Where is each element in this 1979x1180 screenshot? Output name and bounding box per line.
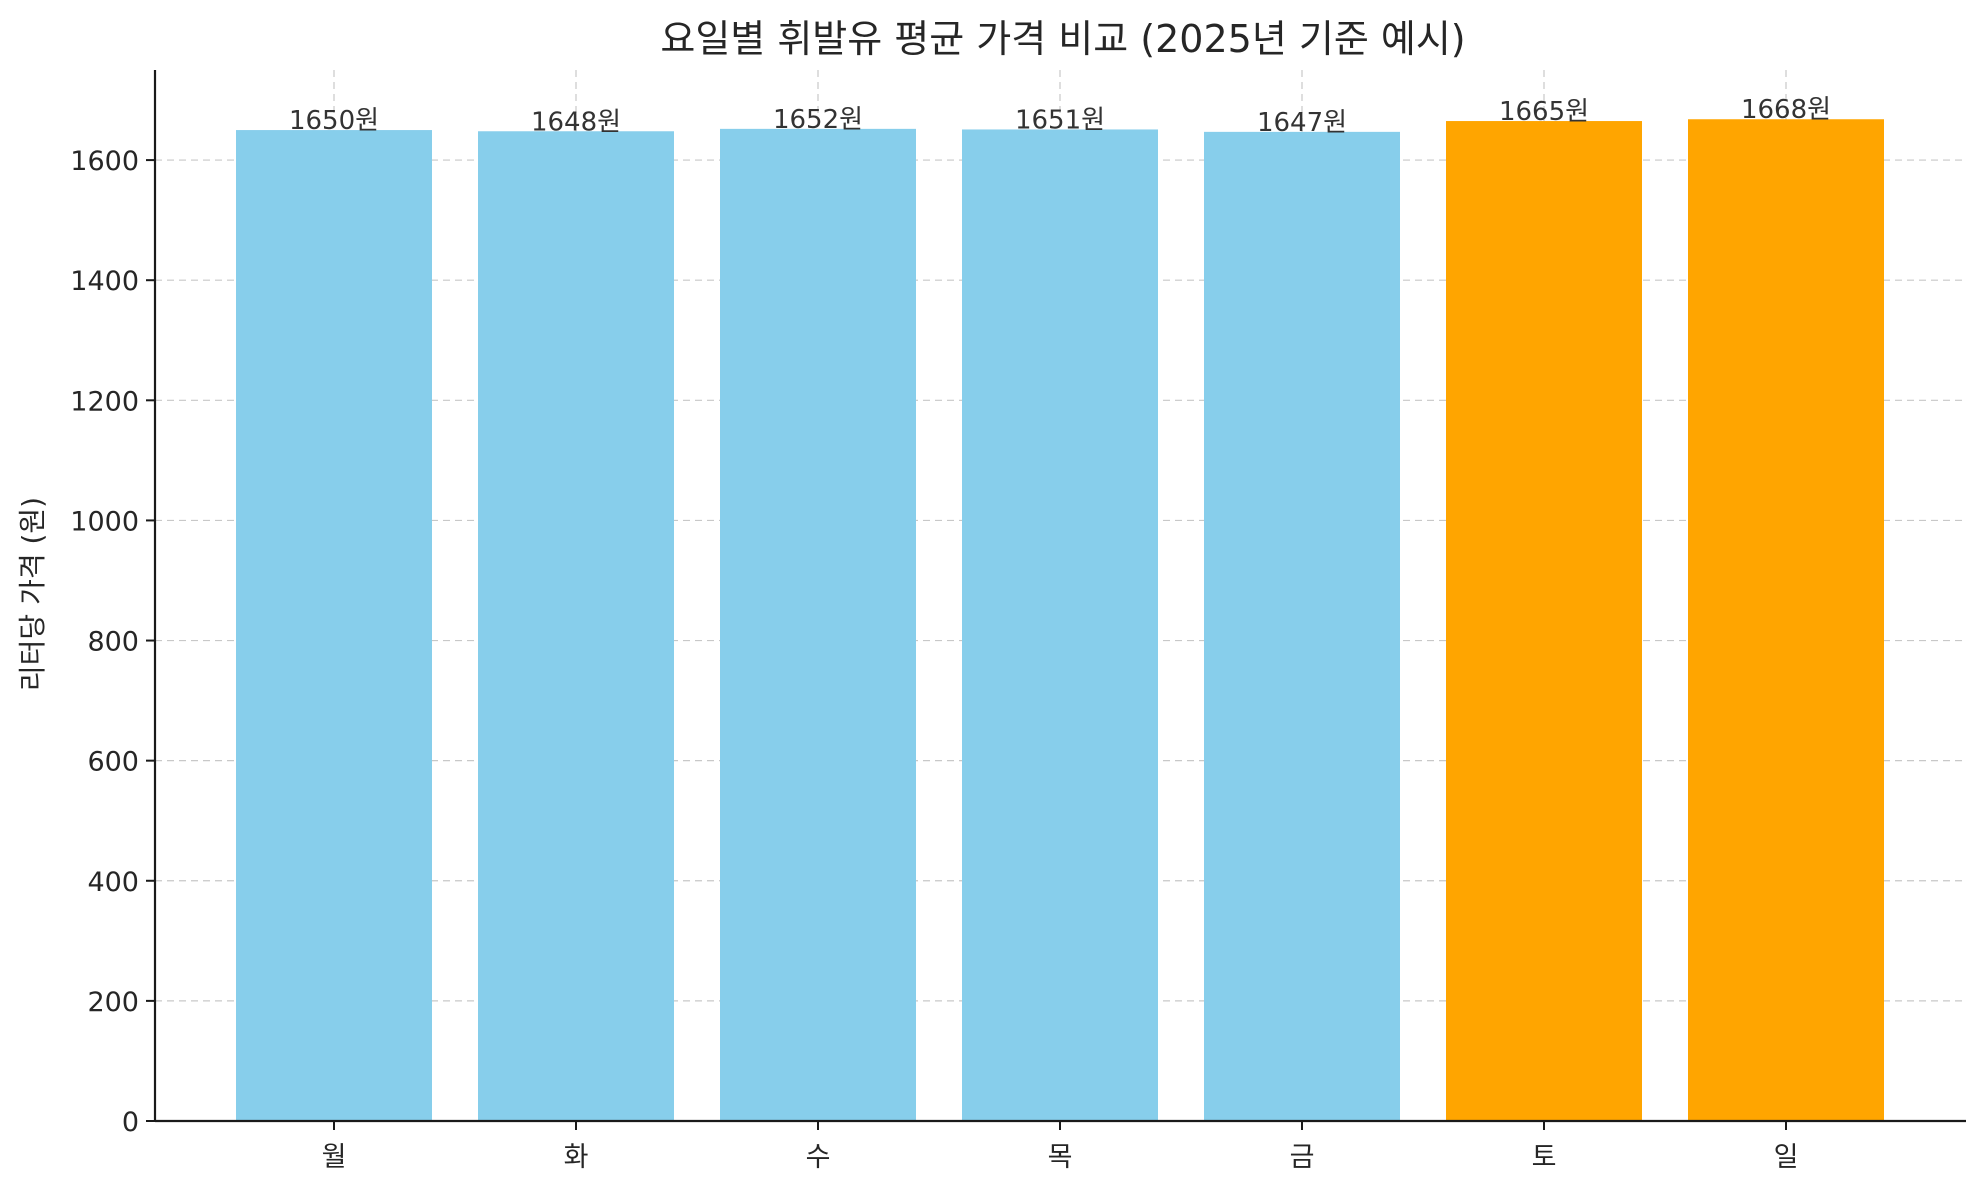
x-tick-label: 토 [1532,1142,1557,1173]
data-label: 1647원 [1257,108,1347,138]
y-axis-label: 리터당 가격 (원) [16,497,49,691]
data-label: 1665원 [1499,97,1589,127]
bar-목 [962,129,1158,1122]
bar-금 [1204,131,1400,1121]
data-labels: 1650원 1648원 1652원 1651원 1647원 1665원 1668원 [289,95,1831,138]
y-tick-label: 1600 [70,146,139,177]
y-tick-label: 200 [87,987,139,1018]
bar-월 [236,130,432,1122]
y-ticks: 0 200 400 600 800 1000 1200 1400 1600 [70,146,155,1138]
data-label: 1650원 [289,106,379,136]
x-tick-label: 수 [806,1142,831,1173]
y-tick-label: 1200 [70,386,139,417]
y-tick-label: 0 [122,1107,139,1138]
y-tick-label: 1400 [70,266,139,297]
x-tick-label: 일 [1774,1142,1799,1173]
chart-title: 요일별 휘발유 평균 가격 비교 (2025년 기준 예시) [660,17,1465,61]
bar-화 [478,131,674,1121]
data-label: 1652원 [773,105,863,135]
x-tick-label: 금 [1290,1142,1315,1173]
x-tick-label: 목 [1048,1142,1073,1173]
y-tick-label: 800 [87,627,139,658]
bars [236,119,1884,1122]
data-label: 1651원 [1015,105,1105,135]
bar-수 [720,128,916,1121]
y-tick-label: 1000 [70,506,139,537]
y-tick-label: 400 [87,867,139,898]
x-tick-label: 월 [322,1142,347,1173]
data-label: 1648원 [531,107,621,137]
x-tick-label: 화 [564,1142,589,1173]
bar-토 [1446,121,1642,1121]
bar-일 [1688,119,1884,1122]
data-label: 1668원 [1741,95,1831,125]
y-tick-label: 600 [87,747,139,778]
